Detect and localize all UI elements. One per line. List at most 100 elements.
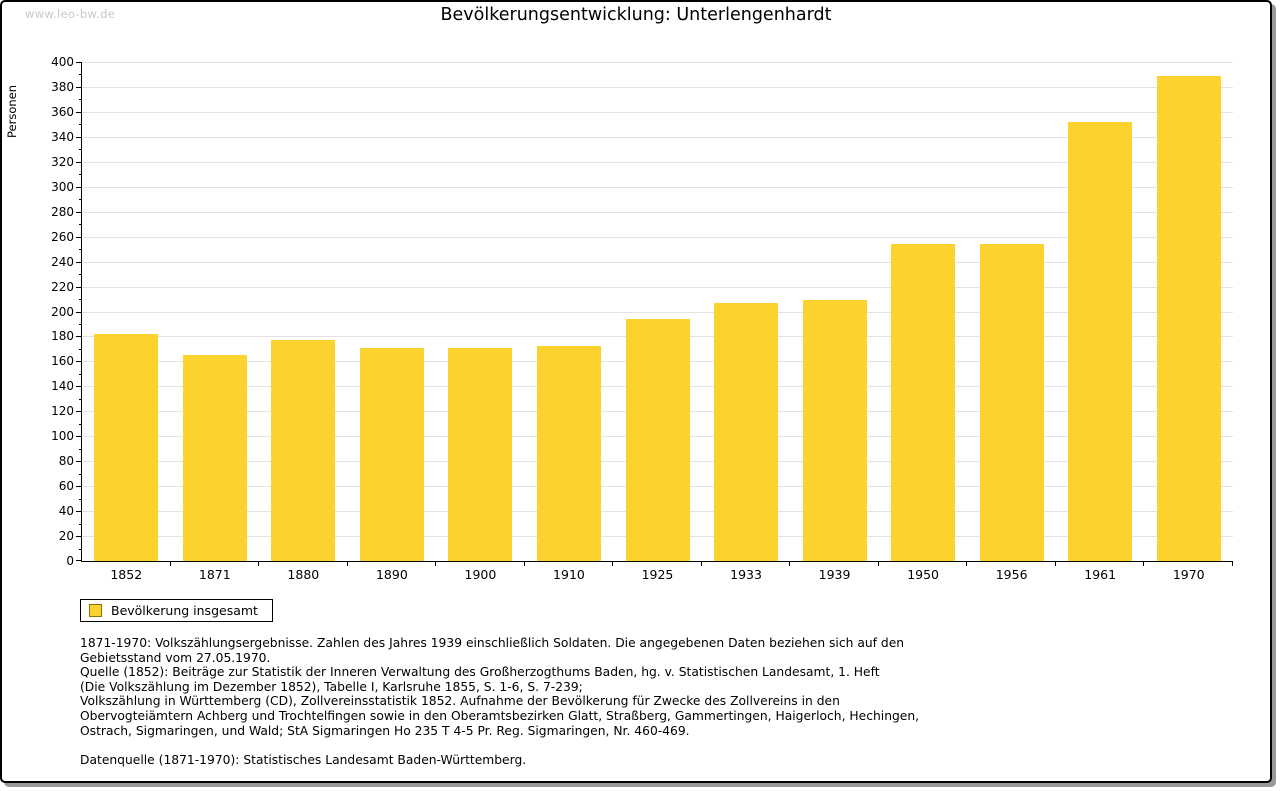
y-tick-label: 260: [51, 229, 74, 244]
y-axis-minor-tick: [79, 498, 82, 500]
y-axis-major-tick: [76, 136, 82, 138]
x-axis-tick: [701, 561, 702, 566]
y-axis-major-tick: [76, 511, 82, 513]
y-axis-major-tick: [76, 311, 82, 313]
y-axis-major-tick: [76, 111, 82, 113]
gridline: [82, 211, 1233, 213]
y-tick-label: 400: [51, 55, 74, 69]
bar: [625, 319, 690, 561]
y-tick-label: 200: [51, 304, 74, 319]
y-axis-minor-tick: [79, 99, 82, 101]
y-axis-major-tick: [76, 62, 82, 63]
y-axis-minor-tick: [79, 149, 82, 151]
y-axis-minor-tick: [79, 124, 82, 126]
x-tick-label: 1961: [1084, 567, 1117, 582]
gridline: [82, 236, 1233, 238]
y-tick-label: 80: [58, 454, 74, 469]
gridline: [82, 86, 1233, 88]
footnote-line: Obervogteiämtern Achberg und Trochtelfin…: [80, 708, 920, 723]
x-axis-tick: [612, 561, 613, 566]
gridline: [82, 186, 1233, 188]
y-tick-label: 360: [51, 104, 74, 119]
x-axis-tick: [966, 561, 967, 566]
y-axis-major-tick: [76, 86, 82, 88]
y-axis-minor-tick: [79, 523, 82, 525]
y-axis-title: Personen: [5, 84, 19, 138]
footnote-line: Volkszählung in Württemberg (CD), Zollve…: [80, 694, 840, 709]
x-tick-label: 1910: [553, 567, 585, 582]
y-axis-major-tick: [76, 211, 82, 213]
y-tick-label: 320: [51, 154, 74, 169]
chart-title: Bevölkerungsentwicklung: Unterlengenhard…: [440, 5, 832, 25]
bar: [271, 340, 336, 561]
gridline: [82, 261, 1233, 263]
y-axis-minor-tick: [79, 224, 82, 226]
y-axis-minor-tick: [79, 274, 82, 276]
datasource-line: Datenquelle (1871-1970): Statistisches L…: [80, 752, 527, 767]
y-axis-major-tick: [76, 461, 82, 463]
y-axis-minor-tick: [79, 199, 82, 201]
watermark: www.leo-bw.de: [25, 7, 116, 21]
bar: [182, 355, 247, 561]
y-axis-minor-tick: [79, 323, 82, 325]
y-axis-major-tick: [76, 186, 82, 188]
y-axis-major-tick: [76, 336, 82, 338]
legend-label: Bevölkerung insgesamt: [111, 603, 258, 618]
y-tick-label: 140: [51, 379, 74, 394]
y-axis-minor-tick: [79, 348, 82, 350]
x-tick-label: 1900: [464, 567, 497, 582]
x-axis-tick: [1232, 561, 1233, 566]
x-tick-label: 1939: [818, 567, 851, 582]
gridline: [82, 286, 1233, 288]
y-tick-label: 180: [51, 329, 74, 344]
footnote-line: Gebietsstand vom 27.05.1970.: [80, 650, 271, 665]
x-tick-label: 1956: [995, 567, 1028, 582]
bar: [94, 333, 159, 561]
y-tick-label: 220: [51, 279, 74, 294]
y-axis-major-tick: [76, 261, 82, 263]
x-tick-label: 1871: [198, 567, 231, 582]
bar: [891, 244, 956, 561]
x-axis-tick: [170, 561, 171, 566]
x-axis-tick: [878, 561, 879, 566]
plot-area: 0 20 40 60 80 100 120 140 160 180 200 220 240 260 280 3…: [51, 55, 1233, 582]
footnote-line: (Die Volkszählung im Dezember 1852), Tab…: [80, 679, 583, 694]
y-tick-label: 280: [51, 204, 74, 219]
legend-swatch-icon: [89, 604, 102, 617]
bar: [1156, 75, 1221, 561]
x-axis-tick: [1055, 561, 1056, 566]
y-axis-minor-tick: [79, 174, 82, 176]
x-tick-label: 1890: [375, 567, 408, 582]
bar: [448, 347, 513, 561]
y-axis-minor-tick: [79, 448, 82, 450]
x-tick-label: 1880: [287, 567, 320, 582]
y-tick-label: 0: [66, 554, 74, 568]
x-axis-tick: [524, 561, 525, 566]
x-axis-tick: [347, 561, 348, 566]
y-axis-minor-tick: [79, 398, 82, 400]
bar: [714, 302, 779, 561]
gridline: [82, 311, 1233, 313]
y-axis-major-tick: [76, 486, 82, 488]
y-axis-major-tick: [76, 411, 82, 413]
footnote-line: Ostrach, Sigmaringen, und Wald; StA Sigm…: [80, 723, 690, 738]
x-axis-tick: [789, 561, 790, 566]
bar: [359, 347, 424, 561]
x-tick-label: 1950: [907, 567, 940, 582]
y-axis-minor-tick: [79, 548, 82, 550]
bar: [536, 346, 601, 561]
y-axis-minor-tick: [79, 249, 82, 251]
bar: [1068, 121, 1133, 561]
x-tick-label: 1933: [730, 567, 762, 582]
y-tick-label: 160: [51, 354, 74, 369]
y-axis-minor-tick: [79, 74, 82, 76]
y-axis-major-tick: [76, 236, 82, 238]
footnotes: 1871-1970: Volkszählungsergebnisse. Zahl…: [80, 636, 919, 767]
y-axis-major-tick: [76, 286, 82, 288]
y-tick-label: 120: [51, 404, 74, 419]
y-tick-label: 340: [51, 129, 74, 144]
y-axis-minor-tick: [79, 299, 82, 301]
x-tick-label: 1852: [110, 567, 143, 582]
y-axis-major-tick: [76, 386, 82, 388]
